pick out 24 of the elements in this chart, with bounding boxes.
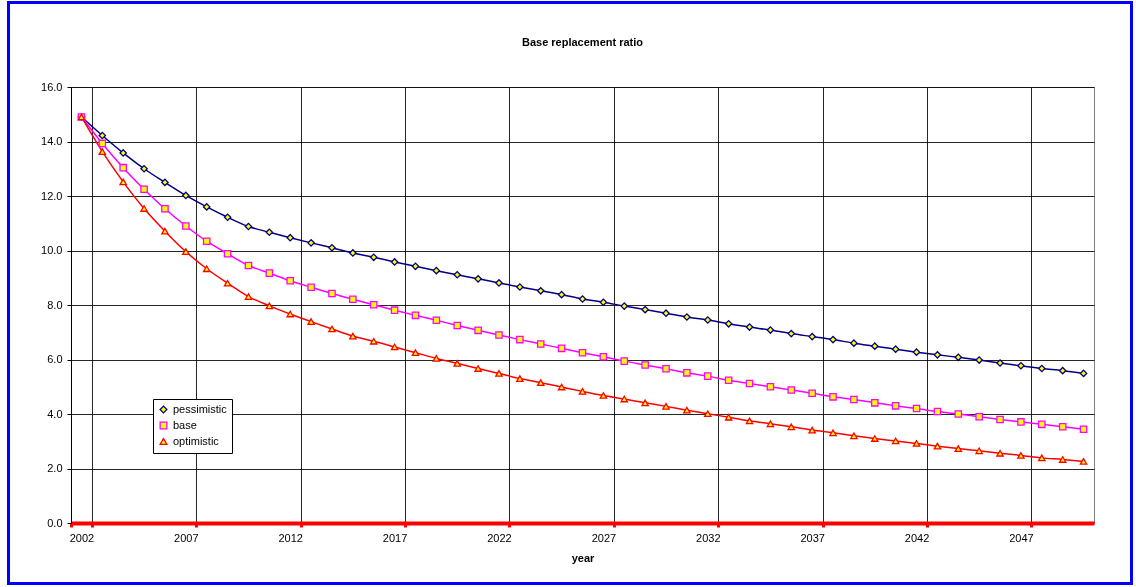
x-tick-label: 2042 — [904, 531, 930, 544]
x-tick-label: 2037 — [800, 531, 825, 544]
x-tick-label: 2002 — [69, 531, 95, 544]
y-tick-label: 14.0 — [41, 135, 63, 147]
y-tick-label: 10.0 — [41, 244, 63, 256]
y-tick-label: 16.0 — [41, 80, 63, 93]
x-tick-label: 2027 — [591, 531, 617, 544]
y-tick-label: 12.0 — [41, 189, 63, 202]
chart-title: Base replacement ratio — [521, 36, 644, 48]
x-tick-label: 2012 — [278, 531, 303, 544]
x-tick-label: 2022 — [487, 531, 512, 544]
legend-label: optimistic — [173, 434, 220, 447]
legend-label: pessimistic — [173, 402, 228, 415]
x-tick-label: 2017 — [382, 531, 408, 544]
y-tick-label: 6.0 — [47, 353, 63, 365]
x-axis-title: year — [571, 551, 596, 564]
y-tick-label: 8.0 — [47, 298, 63, 311]
y-tick-label: 2.0 — [47, 462, 63, 474]
x-tick-label: 2007 — [174, 531, 199, 544]
legend-label: base — [173, 418, 197, 431]
y-tick-label: 4.0 — [47, 407, 63, 420]
x-tick-label: 2047 — [1009, 531, 1034, 544]
y-tick-label: 0.0 — [47, 516, 63, 529]
x-tick-label: 2032 — [696, 531, 721, 544]
